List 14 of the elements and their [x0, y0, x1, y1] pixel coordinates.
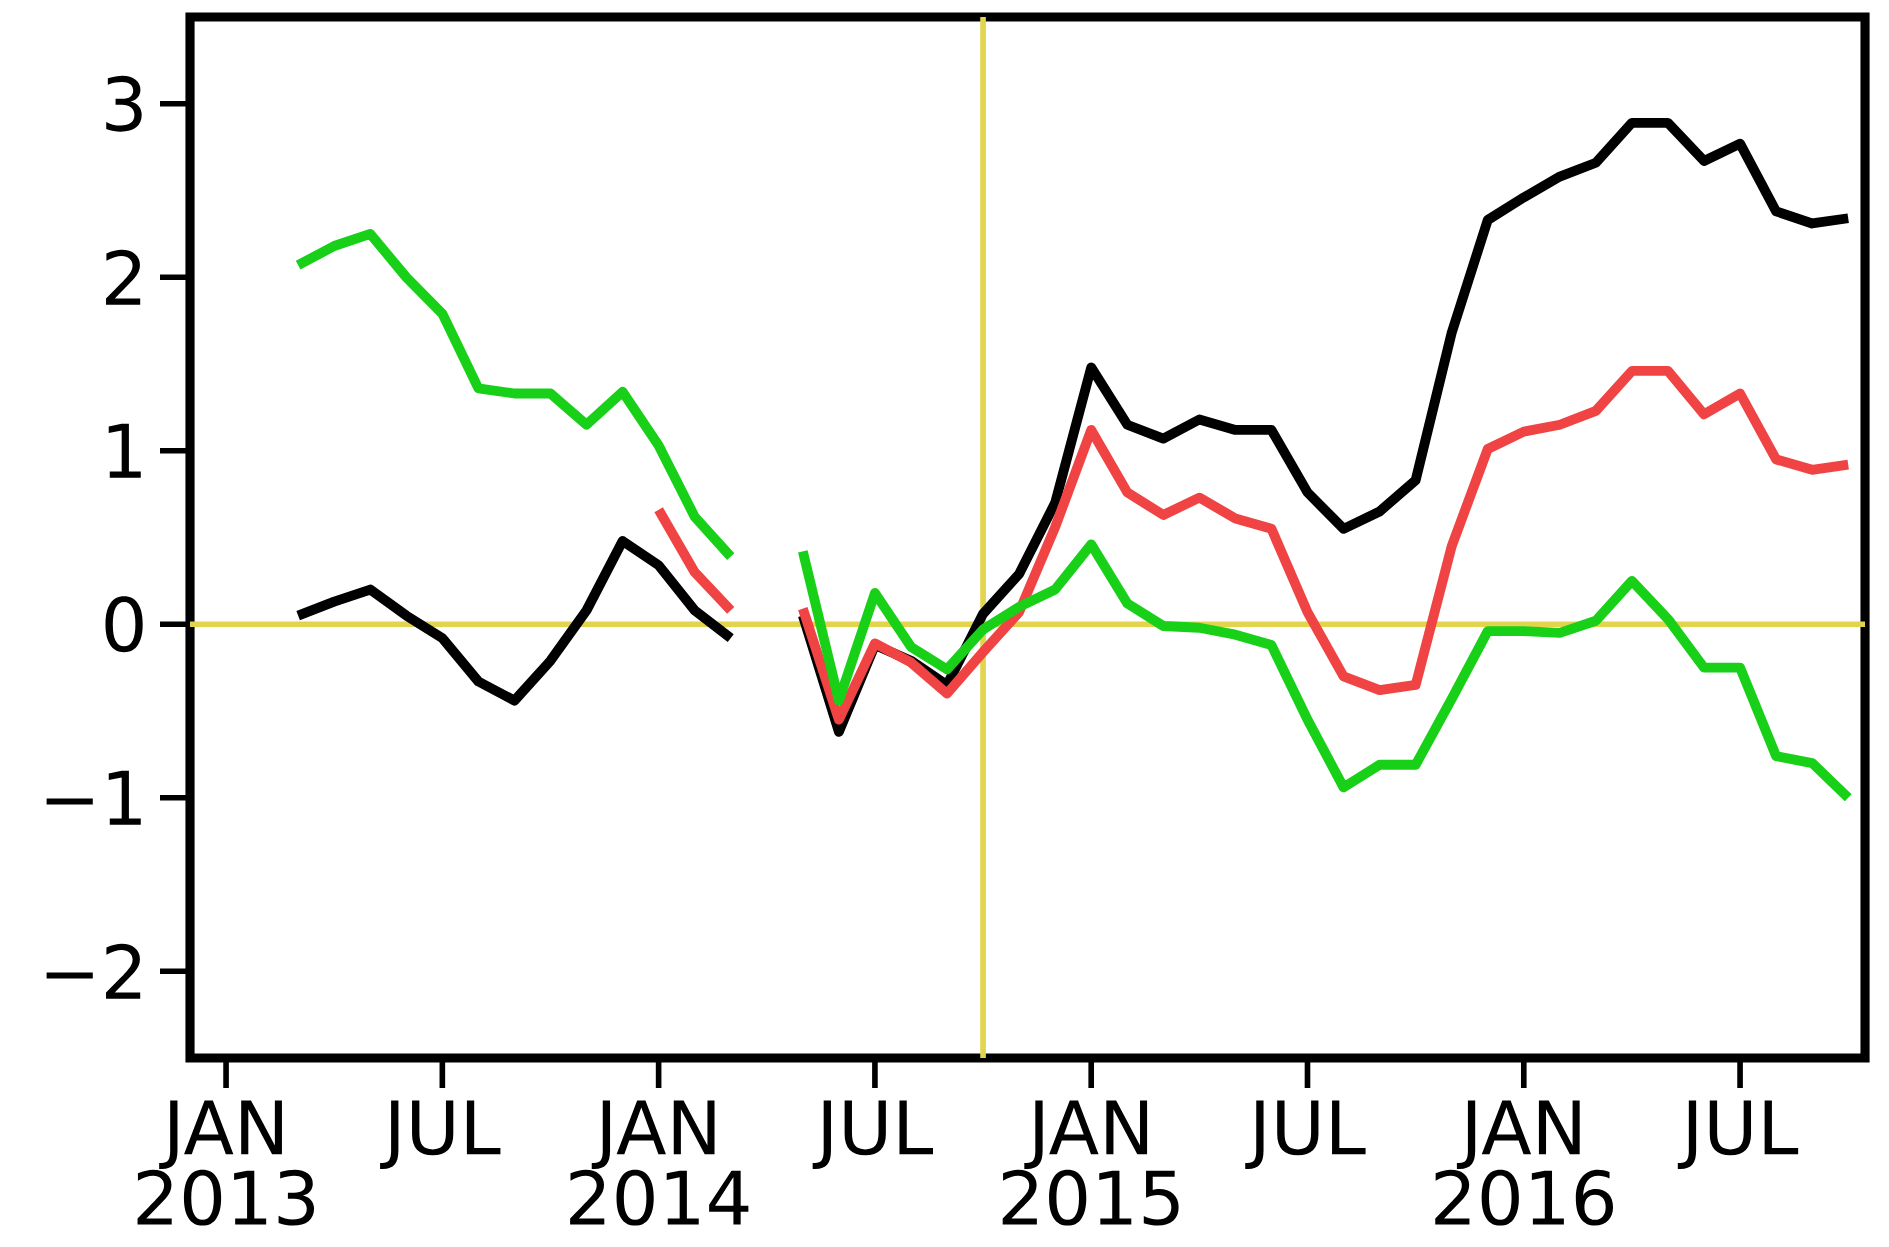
x-tick-label: JAN 2014 — [570, 1100, 749, 1226]
x-tick-label: JUL — [380, 1100, 501, 1169]
x-tick-label: JUL — [1245, 1100, 1366, 1169]
y-tick-label: 2 — [106, 249, 141, 305]
x-tick-label: JUL — [812, 1100, 933, 1169]
x-tick-label: JUL — [1677, 1100, 1799, 1169]
y-tick-label: 1 — [108, 423, 141, 478]
x-tick-label: JAN 2015 — [1002, 1100, 1179, 1226]
y-tick-label: 0 — [105, 596, 143, 653]
y-tick-label: 3 — [106, 75, 142, 132]
x-tick-label: JAN 2016 — [1435, 1100, 1614, 1226]
y-tick-label: −2 — [46, 943, 141, 999]
y-tick-label: −1 — [46, 770, 141, 825]
x-tick-label: JAN 2013 — [137, 1100, 315, 1226]
